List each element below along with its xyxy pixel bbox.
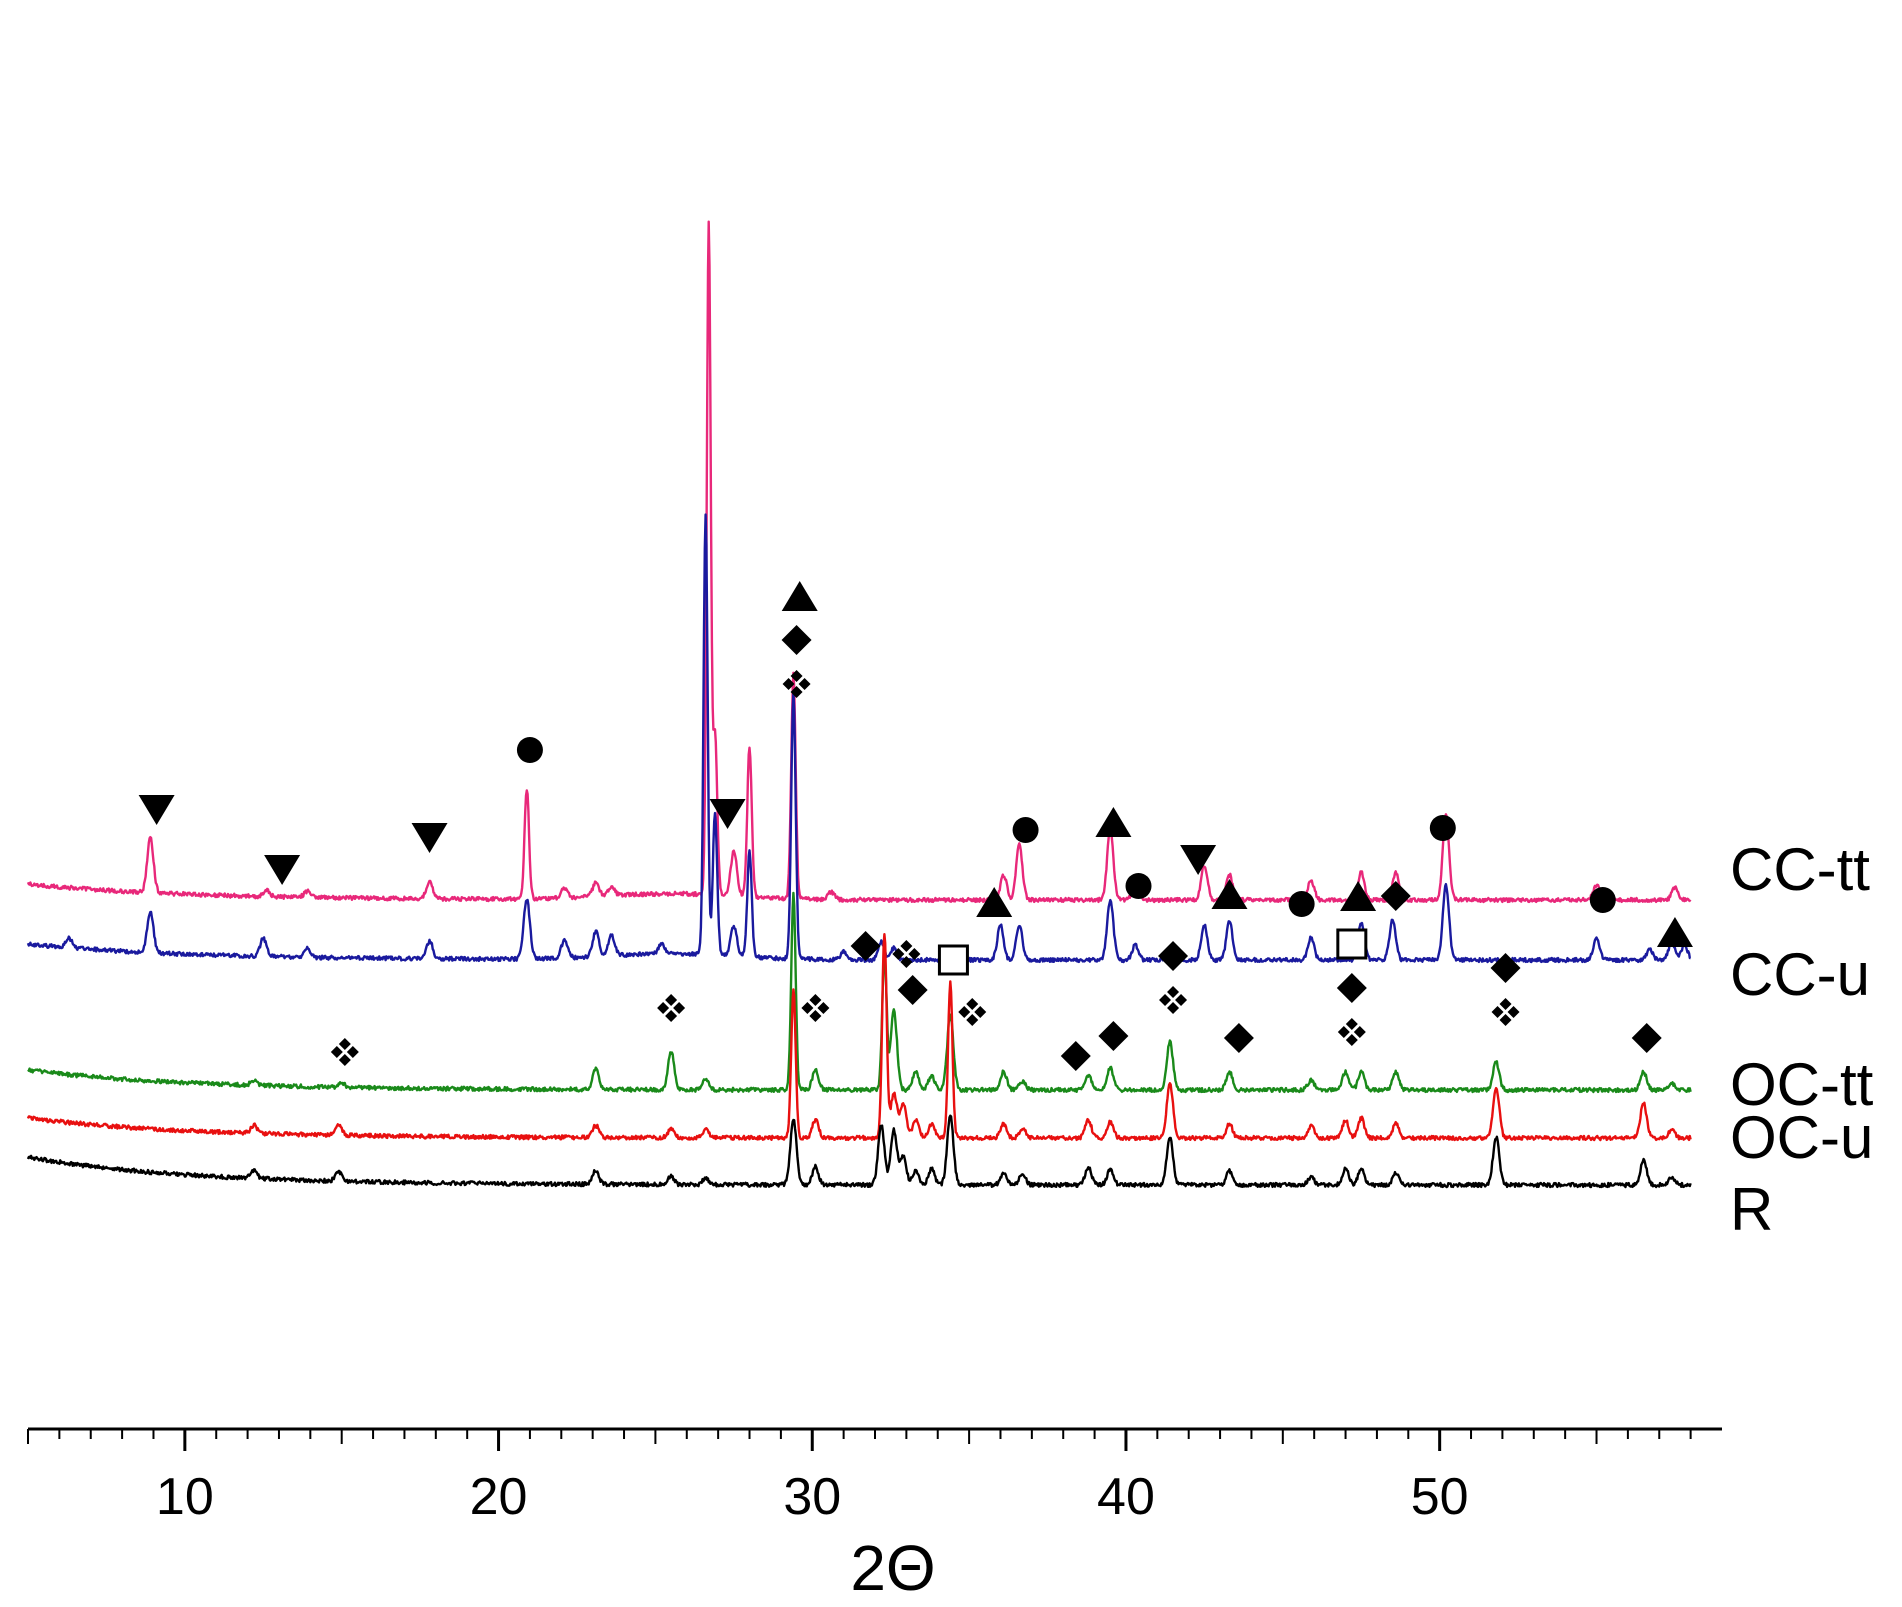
marker-diamond (1631, 1023, 1662, 1053)
marker-circle (1125, 873, 1152, 899)
marker-triangle (1340, 881, 1377, 911)
x-tick-label: 40 (1097, 1468, 1155, 1526)
marker-triangle (1656, 917, 1693, 947)
series-line-oc-u (26, 933, 1692, 1142)
marker-diamond (1060, 1041, 1091, 1071)
marker-triangle (781, 581, 818, 611)
x-tick-label: 10 (156, 1468, 214, 1526)
marker-circle (1589, 887, 1616, 913)
marker-square (937, 944, 969, 976)
marker-triangle (1095, 807, 1132, 837)
marker-triangle (976, 887, 1013, 917)
series-line-oc-tt (27, 891, 1692, 1094)
marker-diamond (897, 975, 928, 1005)
marker-diamond (1098, 1021, 1129, 1051)
marker-cross-dots (782, 670, 811, 698)
series-line-cc-tt (26, 220, 1692, 904)
x-axis-title: 2Θ (850, 1532, 935, 1604)
x-tick-label: 20 (470, 1468, 528, 1526)
marker-circle (1429, 815, 1456, 841)
marker-cross-dots (958, 998, 987, 1026)
marker-diamond (1336, 973, 1367, 1003)
marker-circle (1288, 891, 1315, 917)
marker-cross-dots (892, 940, 921, 968)
marker-cross-dots (801, 994, 830, 1022)
marker-down-triangle (264, 855, 301, 885)
x-axis: 10 20 30 40 50 (27, 1427, 1722, 1526)
x-tick-label: 30 (783, 1468, 841, 1526)
marker-down-triangle (411, 823, 448, 853)
marker-cross-dots (1159, 986, 1188, 1014)
series-line-cc-u (26, 513, 1692, 964)
series-label-cc-tt: CC-tt (1730, 836, 1870, 903)
phase-markers (138, 581, 1693, 1071)
series-traces (26, 220, 1692, 1189)
series-label-oc-tt: OC-tt (1730, 1051, 1874, 1118)
marker-cross-dots (1337, 1018, 1366, 1046)
series-label-r: R (1730, 1176, 1773, 1243)
marker-circle (516, 737, 543, 763)
marker-cross-dots (330, 1038, 359, 1066)
marker-cross-dots (1491, 998, 1520, 1026)
marker-cross-dots (657, 994, 686, 1022)
series-label-cc-u: CC-u (1730, 941, 1870, 1008)
marker-diamond (1380, 881, 1411, 911)
x-tick-label: 50 (1411, 1468, 1469, 1526)
marker-diamond (1223, 1023, 1254, 1053)
series-line-r (26, 1114, 1692, 1189)
marker-down-triangle (1180, 845, 1217, 875)
marker-down-triangle (709, 799, 746, 829)
marker-square (1336, 928, 1368, 960)
series-label-oc-u: OC-u (1730, 1104, 1873, 1171)
marker-diamond (1158, 941, 1189, 971)
marker-diamond (1490, 953, 1521, 983)
marker-down-triangle (138, 795, 175, 825)
marker-diamond (850, 931, 881, 961)
marker-circle (1012, 817, 1039, 843)
marker-triangle (1211, 879, 1248, 909)
marker-diamond (781, 625, 812, 655)
